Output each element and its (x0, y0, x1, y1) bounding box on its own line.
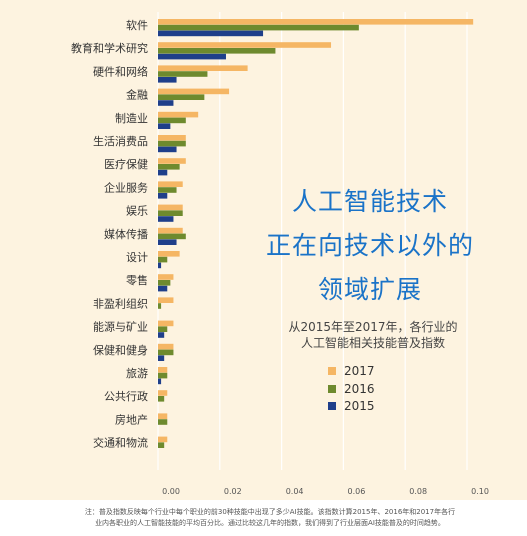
category-label: 交通和物流 (93, 436, 148, 450)
bar-2016 (158, 117, 186, 124)
bar-2015 (158, 285, 168, 292)
bar-2017 (158, 343, 174, 350)
category-label: 零售 (126, 273, 148, 287)
bar-2017 (158, 297, 174, 303)
bar-2016 (158, 94, 205, 100)
category-label: 制造业 (115, 111, 148, 125)
x-tick-label: 0.02 (224, 487, 242, 496)
bar-2017 (158, 158, 186, 164)
bar-2017 (158, 436, 168, 443)
bar-2017 (158, 88, 230, 95)
bar-2017 (158, 320, 174, 327)
bar-2015 (158, 378, 162, 385)
legend-label-2016: 2016 (344, 382, 375, 396)
bar-2016 (158, 372, 168, 379)
subtitle-line-2: 人工智能相关技能普及指数 (300, 336, 445, 350)
legend-item-2017: 2017 (328, 364, 375, 378)
bar-2016 (158, 164, 180, 170)
headline-line-1: 人工智能技术 (291, 187, 448, 216)
category-label: 媒体传播 (104, 227, 148, 241)
category-label: 硬件和网络 (93, 64, 148, 78)
category-label: 企业服务 (104, 180, 148, 194)
bar-2016 (158, 210, 183, 216)
bar-2016 (158, 303, 162, 309)
bar-2016 (158, 187, 177, 193)
bar-2015 (158, 100, 174, 106)
subtitle-line-1: 从2015年至2017年，各行业的 (288, 320, 458, 334)
category-label: 公共行政 (104, 389, 148, 403)
bar-2015 (158, 53, 226, 60)
bar-2017 (158, 227, 183, 234)
footnote: 注：普及指数反映每个行业中每个职业的前30种技能中出现了多少AI技能。该指数计算… (50, 507, 490, 529)
legend-label-2015: 2015 (344, 399, 375, 413)
bar-2016 (158, 233, 186, 240)
bar-2017 (158, 111, 199, 118)
subtitle: 从2015年至2017年，各行业的 人工智能相关技能普及指数 (268, 319, 478, 351)
legend-swatch-2017 (328, 367, 336, 375)
chart-background (0, 0, 527, 500)
bar-2016 (158, 48, 276, 54)
bar-2015 (158, 123, 171, 129)
x-tick-label: 0.00 (162, 487, 180, 496)
legend-label-2017: 2017 (344, 364, 375, 378)
bar-2016 (158, 396, 165, 402)
category-label: 房地产 (115, 412, 148, 426)
legend-item-2016: 2016 (328, 382, 375, 396)
bar-2017 (158, 135, 186, 141)
footnote-line-1: 注：普及指数反映每个行业中每个职业的前30种技能中出现了多少AI技能。该指数计算… (84, 508, 456, 516)
category-label: 金融 (126, 88, 148, 102)
category-label: 医疗保健 (104, 157, 148, 171)
bar-2016 (158, 326, 168, 332)
bar-2015 (158, 355, 165, 361)
bar-2016 (158, 349, 174, 356)
bar-2016 (158, 419, 168, 425)
bar-2015 (158, 239, 177, 245)
bar-2015 (158, 332, 165, 338)
x-tick-label: 0.06 (347, 487, 365, 496)
headline-line-3: 领域扩展 (317, 275, 422, 304)
x-tick-label: 0.04 (286, 487, 304, 496)
bar-2016 (158, 442, 165, 448)
footnote-line-2: 业内各职业的人工智能技能的平均百分比。通过比较这几年的指数，我们得到了行业层面A… (95, 519, 445, 527)
bar-2017 (158, 274, 174, 280)
bar-2017 (158, 390, 168, 396)
bar-2016 (158, 71, 208, 77)
category-label: 教育和学术研究 (71, 41, 148, 55)
bar-2017 (158, 413, 168, 419)
category-label: 保健和健身 (93, 343, 148, 357)
legend-swatch-2015 (328, 402, 336, 410)
category-label: 软件 (126, 18, 148, 32)
bar-2016 (158, 140, 186, 147)
bar-2015 (158, 193, 168, 199)
legend-swatch-2016 (328, 385, 336, 393)
bar-2017 (158, 251, 180, 257)
headline-line-2: 正在向技术以外的 (265, 231, 474, 260)
legend-item-2015: 2015 (328, 399, 375, 413)
bar-2015 (158, 146, 177, 153)
x-tick-label: 0.10 (471, 487, 489, 496)
bar-2017 (158, 19, 474, 25)
category-label: 娱乐 (126, 204, 148, 218)
category-label: 旅游 (126, 366, 148, 380)
category-label: 非盈利组织 (93, 296, 148, 310)
bar-2015 (158, 30, 264, 37)
bar-2016 (158, 280, 171, 286)
category-label: 能源与矿业 (93, 320, 148, 334)
x-tick-label: 0.08 (409, 487, 427, 496)
bar-2017 (158, 65, 248, 71)
bar-2015 (158, 216, 174, 222)
bar-2016 (158, 256, 168, 263)
bar-2016 (158, 24, 359, 31)
bar-2015 (158, 169, 168, 176)
bar-2015 (158, 77, 177, 83)
bar-2017 (158, 42, 332, 48)
category-label: 生活消费品 (93, 134, 148, 148)
bar-2015 (158, 262, 162, 269)
bar-2017 (158, 181, 183, 187)
bar-2017 (158, 367, 168, 373)
category-label: 设计 (126, 251, 148, 264)
bar-chart: 0.00 0.02 0.04 0.06 0.08 0.10 软件教育和学术研究硬件和网络金融… (71, 12, 489, 496)
bar-2017 (158, 204, 183, 211)
